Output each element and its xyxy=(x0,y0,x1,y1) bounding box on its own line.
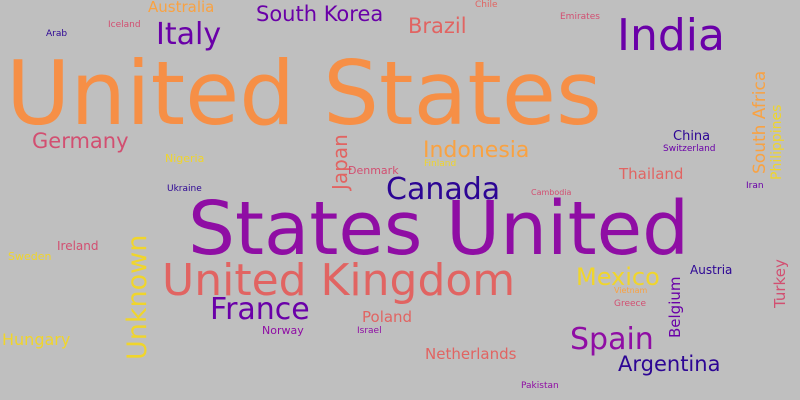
word-unknown: Unknown xyxy=(122,234,153,360)
word-vietnam: Vietnam xyxy=(614,286,648,295)
word-belgium: Belgium xyxy=(666,276,684,339)
word-indonesia: Indonesia xyxy=(423,138,530,163)
word-poland: Poland xyxy=(362,308,413,326)
word-switzerland: Switzerland xyxy=(663,144,716,154)
word-south-africa: South Africa xyxy=(750,70,770,174)
word-japan: Japan xyxy=(328,134,352,190)
word-pakistan: Pakistan xyxy=(521,381,559,391)
word-spain: Spain xyxy=(570,322,654,357)
word-greece: Greece xyxy=(614,299,647,309)
word-cambodia: Cambodia xyxy=(531,188,572,197)
word-united-kingdom: United Kingdom xyxy=(162,255,516,306)
word-germany: Germany xyxy=(32,129,129,153)
word-norway: Norway xyxy=(262,324,304,337)
word-canada: Canada xyxy=(386,172,501,207)
word-austria: Austria xyxy=(690,263,733,277)
word-nigeria: Nigeria xyxy=(165,152,205,165)
word-argentina: Argentina xyxy=(618,352,721,376)
word-united-states: United States xyxy=(6,42,602,145)
word-italy: Italy xyxy=(156,17,222,52)
word-philippines: Philippines xyxy=(769,104,785,180)
word-india: India xyxy=(617,10,725,61)
word-china: China xyxy=(673,129,711,144)
word-denmark: Denmark xyxy=(348,164,399,177)
word-states-united: States United xyxy=(188,186,690,272)
word-ireland: Ireland xyxy=(57,239,99,253)
word-hungary: Hungary xyxy=(2,330,71,349)
word-thailand: Thailand xyxy=(619,165,684,183)
word-sweden: Sweden xyxy=(8,250,52,263)
word-south-korea: South Korea xyxy=(256,2,384,26)
word-netherlands: Netherlands xyxy=(425,345,517,363)
word-france: France xyxy=(210,292,310,327)
word-brazil: Brazil xyxy=(408,14,467,38)
word-turkey: Turkey xyxy=(771,259,789,308)
word-australia: Australia xyxy=(148,0,215,16)
word-arab: Arab xyxy=(46,29,68,39)
word-iceland: Iceland xyxy=(108,20,141,30)
word-finland: Finland xyxy=(424,159,457,169)
word-israel: Israel xyxy=(357,326,382,336)
word-emirates: Emirates xyxy=(560,12,600,22)
word-mexico: Mexico xyxy=(576,263,660,291)
word-chile: Chile xyxy=(475,0,498,10)
word-iran: Iran xyxy=(746,181,764,191)
word-ukraine: Ukraine xyxy=(167,184,202,194)
